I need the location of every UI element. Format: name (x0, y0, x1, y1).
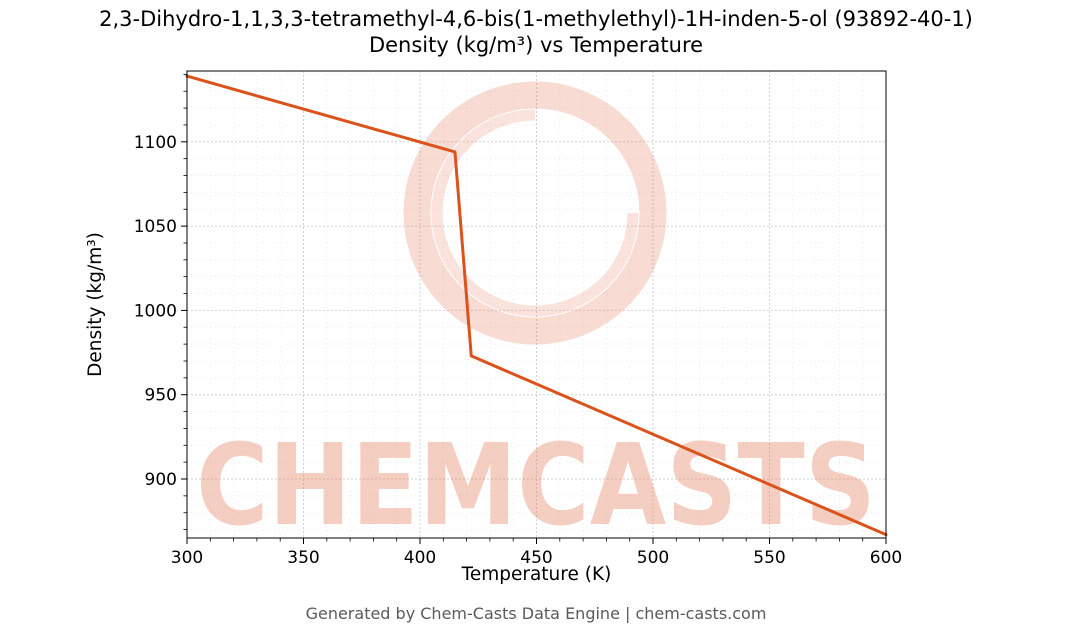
watermark-text: CHEMCASTS (196, 421, 876, 551)
y-tick-label: 950 (145, 386, 177, 406)
y-tick-label: 1000 (134, 301, 177, 321)
x-tick-label: 500 (637, 548, 669, 568)
x-tick-label: 400 (404, 548, 436, 568)
x-axis-label: Temperature (K) (461, 564, 612, 585)
x-tick-label: 600 (870, 548, 902, 568)
x-tick-label: 300 (171, 548, 203, 568)
y-tick-label: 900 (145, 470, 177, 490)
y-tick-label: 1050 (134, 217, 177, 237)
watermark-ring-icon (403, 81, 667, 345)
x-tick-label: 450 (520, 548, 552, 568)
chart-title-line-1: 2,3-Dihydro-1,1,3,3-tetramethyl-4,6-bis(… (99, 7, 973, 31)
data-line-density (185, 74, 888, 537)
footer-attribution: Generated by Chem-Casts Data Engine | ch… (305, 604, 767, 623)
chart-title-line-2: Density (kg/m³) vs Temperature (368, 33, 704, 57)
y-tick-label: 1100 (134, 133, 177, 153)
x-tick-label: 350 (287, 548, 319, 568)
x-tick-label: 550 (753, 548, 785, 568)
y-axis-label: Density (kg/m³) (85, 232, 106, 377)
